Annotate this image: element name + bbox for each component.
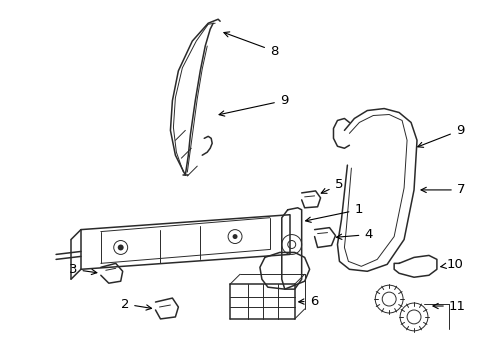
- Text: 4: 4: [336, 228, 372, 241]
- Text: 9: 9: [219, 94, 287, 116]
- Circle shape: [118, 244, 123, 251]
- Text: 9: 9: [417, 124, 463, 147]
- Text: 6: 6: [298, 294, 317, 307]
- Text: 11: 11: [432, 300, 465, 312]
- Text: 10: 10: [440, 258, 463, 271]
- Text: 1: 1: [305, 203, 362, 222]
- Text: 8: 8: [224, 32, 278, 58]
- Text: 7: 7: [420, 184, 465, 197]
- Text: 5: 5: [321, 179, 342, 193]
- Text: 3: 3: [69, 263, 97, 276]
- Circle shape: [232, 234, 237, 239]
- Text: 2: 2: [121, 297, 151, 311]
